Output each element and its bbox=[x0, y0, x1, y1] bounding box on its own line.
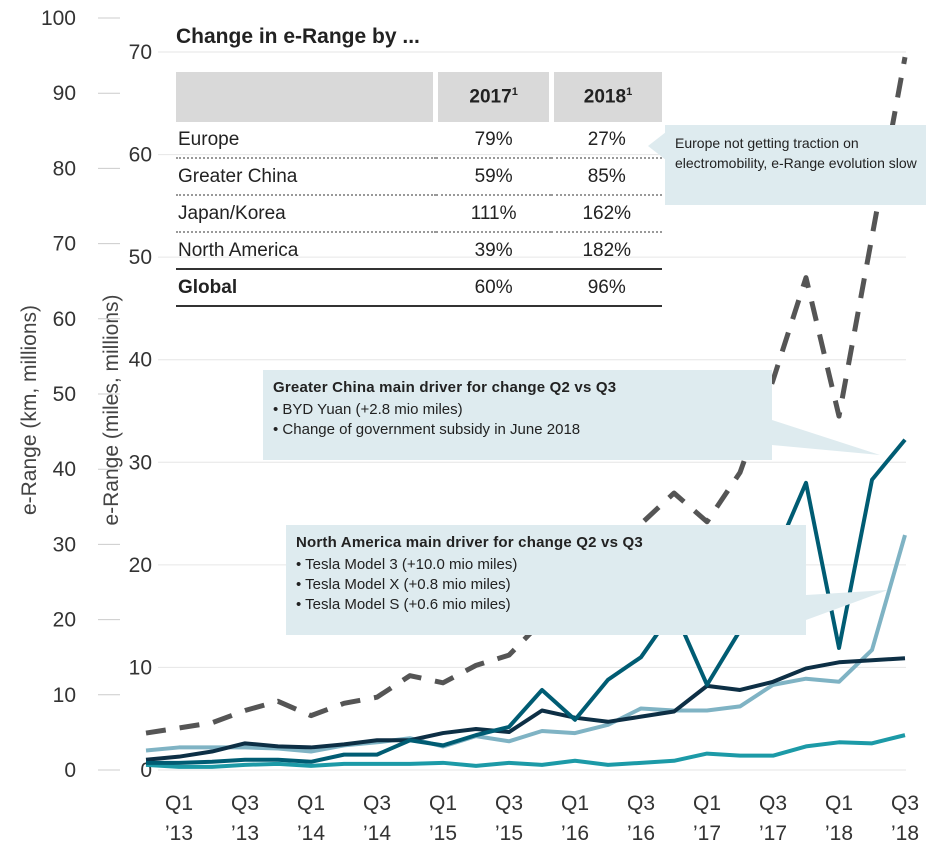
y2-tick-label: 40 bbox=[129, 349, 152, 372]
callout-bullet: Tesla Model S (+0.6 mio miles) bbox=[296, 595, 796, 615]
header-text: 2017 bbox=[469, 86, 512, 108]
y2-axis-label: e-Range (miles, millions) bbox=[100, 294, 123, 525]
header-cell bbox=[176, 72, 436, 122]
callout-title: North America main driver for change Q2 … bbox=[296, 534, 643, 551]
table-row: Europe 79% 27% bbox=[176, 122, 662, 159]
x-tick-label: Q3’14 bbox=[363, 792, 391, 845]
callout-bullet: BYD Yuan (+2.8 mio miles) bbox=[273, 400, 762, 420]
table-cell: 182% bbox=[551, 232, 662, 270]
callout-bullet: Tesla Model X (+0.8 mio miles) bbox=[296, 575, 796, 595]
y-axis-label: e-Range (km, millions) bbox=[18, 305, 41, 515]
table-cell: Europe bbox=[176, 122, 436, 159]
x-tick-label: Q3’17 bbox=[759, 792, 787, 845]
table-cell: 39% bbox=[435, 232, 552, 270]
y-tick-label: 0 bbox=[64, 759, 76, 782]
callout-bullet: Change of government subsidy in June 201… bbox=[273, 420, 762, 440]
callout-bullet: Tesla Model 3 (+10.0 mio miles) bbox=[296, 555, 796, 575]
series-line bbox=[145, 733, 906, 769]
callout-na: North America main driver for change Q2 … bbox=[286, 525, 806, 635]
y-tick-label: 10 bbox=[53, 684, 76, 707]
x-tick-label: Q1’18 bbox=[825, 792, 853, 845]
y2-tick-label: 70 bbox=[129, 41, 152, 64]
table-row: North America 39% 182% bbox=[176, 232, 662, 270]
y2-tick-label: 20 bbox=[129, 554, 152, 577]
table-cell: 85% bbox=[551, 158, 662, 196]
y-tick-label: 90 bbox=[53, 82, 76, 105]
x-tick-label: Q3’18 bbox=[891, 792, 919, 845]
y-tick-label: 20 bbox=[53, 609, 76, 632]
callout-china: Greater China main driver for change Q2 … bbox=[263, 370, 772, 460]
table-cell: 111% bbox=[435, 195, 552, 233]
table-row: Global 60% 96% bbox=[176, 269, 662, 307]
table-cell: 96% bbox=[551, 269, 662, 307]
series-line bbox=[145, 656, 906, 762]
table-cell: 60% bbox=[435, 269, 552, 307]
header-row: 20171 20181 bbox=[176, 72, 662, 122]
y-tick-label: 60 bbox=[53, 308, 76, 331]
x-tick-label: Q1’15 bbox=[429, 792, 457, 845]
callout-list: Tesla Model 3 (+10.0 mio miles)Tesla Mod… bbox=[296, 555, 796, 615]
table-cell: 162% bbox=[551, 195, 662, 233]
x-tick-label: Q3’16 bbox=[627, 792, 655, 845]
footnote-mark: 1 bbox=[626, 85, 633, 98]
x-tick-label: Q3’13 bbox=[231, 792, 259, 845]
y2-tick-label: 60 bbox=[129, 144, 152, 167]
table-row: Greater China 59% 85% bbox=[176, 158, 662, 196]
y2-tick-label: 0 bbox=[140, 759, 152, 782]
table-cell: 59% bbox=[435, 158, 552, 196]
series-line bbox=[145, 534, 907, 754]
callout-europe: Europe not getting traction on electromo… bbox=[665, 125, 926, 205]
y2-tick-label: 50 bbox=[129, 246, 152, 269]
table-cell: Greater China bbox=[176, 158, 436, 196]
table-cell: 27% bbox=[551, 122, 662, 159]
x-tick-label: Q1’17 bbox=[693, 792, 721, 845]
table-cell: North America bbox=[176, 232, 436, 270]
table-row: Japan/Korea 111% 162% bbox=[176, 195, 662, 233]
y2-tick-label: 10 bbox=[129, 656, 152, 679]
series-line bbox=[145, 56, 908, 736]
x-tick-label: Q1’16 bbox=[561, 792, 589, 845]
chart-title: Change in e-Range by ... bbox=[176, 25, 420, 48]
footnote-mark: 1 bbox=[511, 85, 518, 98]
table-cell: Global bbox=[176, 269, 436, 307]
y-tick-label: 100 bbox=[41, 7, 76, 30]
callout-text: Europe not getting traction on electromo… bbox=[675, 135, 917, 171]
callout-title: Greater China main driver for change Q2 … bbox=[273, 379, 617, 396]
x-tick-label: Q1’13 bbox=[165, 792, 193, 845]
table-cell: 79% bbox=[435, 122, 552, 159]
table-cell: Japan/Korea bbox=[176, 195, 436, 233]
header-cell: 20171 bbox=[433, 72, 552, 122]
table: 20171 20181 Europe 79% 27% Greater China 59% 85… bbox=[176, 72, 662, 307]
x-tick-label: Q1’14 bbox=[297, 792, 325, 845]
y-tick-label: 30 bbox=[53, 533, 76, 556]
y-tick-label: 40 bbox=[53, 458, 76, 481]
y-tick-label: 80 bbox=[53, 157, 76, 180]
y2-tick-label: 30 bbox=[129, 451, 152, 474]
header-cell: 20181 bbox=[548, 72, 662, 122]
x-tick-label: Q3’15 bbox=[495, 792, 523, 845]
header-text: 2018 bbox=[583, 86, 627, 108]
callout-list: BYD Yuan (+2.8 mio miles)Change of gover… bbox=[273, 400, 762, 440]
y-tick-label: 50 bbox=[53, 383, 76, 406]
y-tick-label: 70 bbox=[53, 233, 76, 256]
